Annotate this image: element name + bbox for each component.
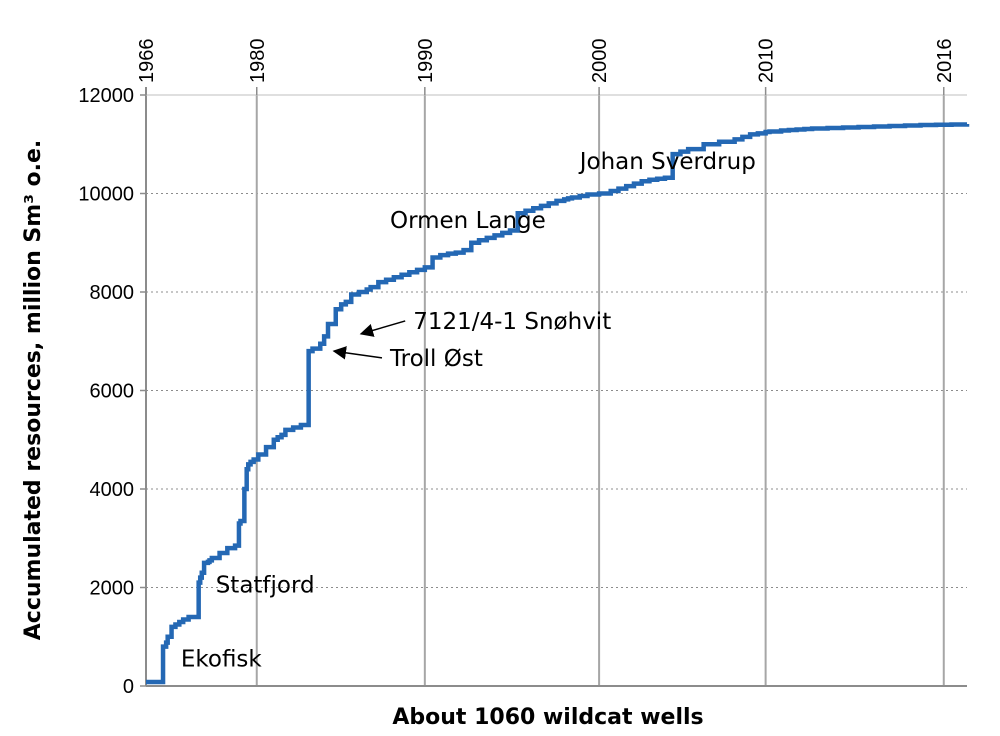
annotation-label: 7121/4-1 Snøhvit (413, 309, 611, 335)
axes (145, 87, 967, 687)
y-tick-label: 0 (123, 676, 134, 698)
y-tick-label: 8000 (90, 282, 135, 304)
top-tick-label: 2010 (756, 39, 778, 84)
annotation-label: Johan Sverdrup (578, 149, 756, 175)
y-tick-label: 12000 (78, 85, 134, 107)
top-tick-label: 2000 (589, 39, 611, 84)
y-tick-label: 4000 (90, 479, 135, 501)
series (146, 122, 970, 685)
annotation-label: Statfjord (216, 572, 315, 598)
top-tick-label: 1966 (136, 39, 158, 84)
y-tick-label: 10000 (78, 184, 134, 206)
top-tick-label: 2016 (934, 39, 956, 84)
y-tick-label: 2000 (90, 578, 135, 600)
annotation-arrow (359, 320, 406, 337)
annotation-label: Ormen Lange (390, 208, 546, 234)
y-axis-title: Accumulated resources, million Sm³ o.e. (21, 140, 46, 641)
annotation-label: Ekofisk (181, 646, 263, 672)
y-tick-label: 6000 (90, 381, 135, 403)
top-tick-label: 1980 (247, 39, 269, 84)
x-axis-title: About 1060 wildcat wells (392, 705, 703, 730)
annotations: Ekofisk Statfjord Troll Øst 7121/4-1 Snøhvi… (181, 149, 756, 672)
top-tick-label: 1990 (415, 39, 437, 84)
annotation-arrow (332, 346, 383, 360)
annotation-label: Troll Øst (389, 346, 483, 372)
series-line (146, 122, 970, 685)
